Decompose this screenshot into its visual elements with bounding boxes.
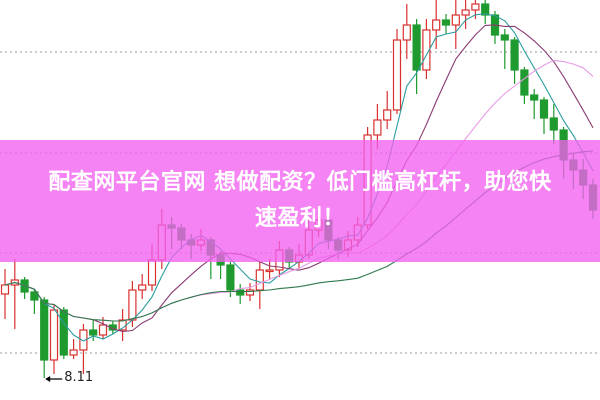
candle-body [0, 284, 10, 295]
moving-average-line [4, 24, 594, 333]
candle-body [461, 9, 470, 16]
candle-body [245, 289, 255, 296]
candle-body [422, 29, 431, 71]
candle-body [265, 269, 274, 273]
candle-body [128, 289, 137, 321]
candle-body [432, 19, 441, 31]
candle-body [402, 24, 411, 41]
promo-banner: 配查网平台官网 想做配资？低门槛高杠杆，助您快 速盈利！ [0, 140, 600, 262]
banner-line-2: 速盈利！ [254, 206, 345, 231]
candle-body [373, 119, 382, 136]
candle-body [89, 329, 98, 336]
candle-body [441, 19, 451, 26]
candle-body [59, 309, 68, 356]
candle-body [79, 329, 88, 351]
candle-body [481, 3, 490, 16]
arrow-head-icon [45, 376, 51, 382]
candle-body [226, 264, 235, 291]
banner-line-1: 配查网平台官网 想做配资？低门槛高杠杆，助您快 [48, 170, 552, 195]
candle-body [383, 109, 392, 121]
candle-body [520, 69, 529, 96]
candle-body [236, 289, 245, 296]
candle-body [471, 3, 480, 11]
candle-body [255, 269, 264, 291]
candle-body [510, 39, 519, 71]
low-price-label: 8.11 [64, 370, 94, 385]
candle-body [530, 94, 539, 101]
candle-body [392, 39, 402, 111]
candle-body [40, 299, 49, 361]
candle-body [500, 34, 509, 41]
candle-body [539, 99, 549, 119]
candle-body [98, 324, 108, 336]
candle-body [138, 284, 147, 291]
candle-body [49, 309, 59, 361]
candle-body [69, 349, 78, 356]
candle-body [30, 291, 39, 301]
candle-body [412, 24, 421, 71]
candle-body [147, 259, 157, 286]
candle-body [549, 117, 558, 131]
candle-body [451, 14, 460, 26]
